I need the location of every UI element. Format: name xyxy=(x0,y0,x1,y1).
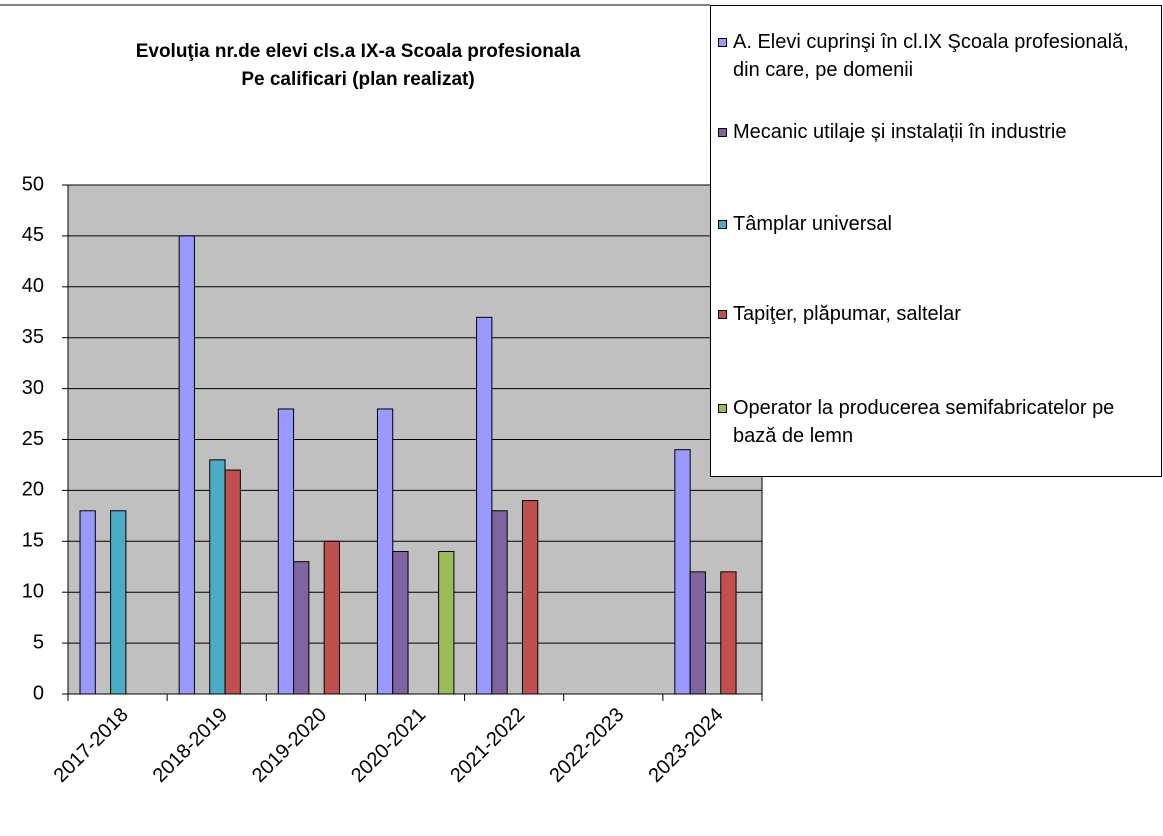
legend-item: Operator la producerea semifabricatelor … xyxy=(718,394,1158,450)
bar xyxy=(689,571,706,695)
y-tick-label: 25 xyxy=(22,428,44,450)
y-tick-label: 20 xyxy=(22,479,44,501)
chart-title: Pe calificari (plan realizat) xyxy=(241,69,474,90)
y-tick-label: 40 xyxy=(22,275,44,297)
y-tick-label: 15 xyxy=(22,530,44,552)
bar xyxy=(521,500,539,695)
bar xyxy=(438,550,455,695)
x-tick-label: 2022-2023 xyxy=(545,704,628,787)
x-tick-label: 2017-2018 xyxy=(50,704,133,787)
bar xyxy=(293,561,310,695)
legend-label: Mecanic utilaje și instalații în industr… xyxy=(733,121,1067,143)
x-tick-label: 2018-2019 xyxy=(149,704,232,787)
legend-label: Tâmplar universal xyxy=(733,213,892,235)
legend-swatch xyxy=(718,38,727,47)
bar xyxy=(209,459,226,695)
legend-swatch xyxy=(718,404,727,413)
x-tick-label: 2019-2020 xyxy=(248,704,331,787)
legend-swatch xyxy=(718,310,727,319)
legend-item: A. Elevi cuprinşi în cl.IX Şcoala profes… xyxy=(718,28,1158,84)
chart-title: Evoluţia nr.de elevi cls.a IX-a Scoala p… xyxy=(136,41,581,62)
y-tick-label: 10 xyxy=(22,580,44,602)
legend-item: Mecanic utilaje și instalații în industr… xyxy=(718,118,1158,146)
bar xyxy=(392,550,409,695)
bar xyxy=(277,408,295,695)
bar xyxy=(376,408,394,695)
bar xyxy=(323,540,340,695)
x-tick-label: 2023-2024 xyxy=(645,704,728,787)
y-tick-label: 50 xyxy=(22,173,44,195)
bar xyxy=(491,510,508,695)
bar xyxy=(476,316,493,695)
y-tick-label: 30 xyxy=(22,377,44,399)
y-tick-label: 0 xyxy=(33,682,44,704)
legend-swatch xyxy=(718,220,727,229)
bar xyxy=(720,571,737,695)
x-tick-label: 2020-2021 xyxy=(347,704,430,787)
y-tick-label: 35 xyxy=(22,326,44,348)
legend-swatch xyxy=(718,128,727,137)
legend-label: Tapiţer, plăpumar, saltelar xyxy=(733,303,961,325)
bar xyxy=(224,469,241,695)
bar xyxy=(79,510,96,695)
legend-label: A. Elevi cuprinşi în cl.IX Şcoala profes… xyxy=(733,31,1129,81)
legend xyxy=(710,5,1162,477)
x-tick-label: 2021-2022 xyxy=(446,704,529,787)
legend-label: Operator la producerea semifabricatelor … xyxy=(733,397,1115,447)
bar xyxy=(674,449,691,695)
y-tick-label: 5 xyxy=(33,631,44,653)
bar xyxy=(178,235,195,695)
bar xyxy=(110,510,127,695)
legend-item: Tapiţer, plăpumar, saltelar xyxy=(718,300,1158,328)
y-tick-label: 45 xyxy=(22,224,44,246)
legend-item: Tâmplar universal xyxy=(718,210,1158,238)
